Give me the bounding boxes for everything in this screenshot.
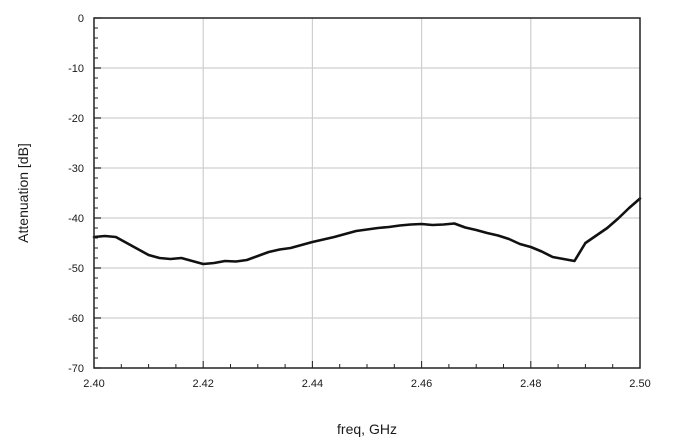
y-tick-label: -40 xyxy=(68,213,84,225)
y-tick-label: 0 xyxy=(78,13,84,25)
x-axis-label: freq, GHz xyxy=(337,421,397,437)
x-tick-label: 2.44 xyxy=(302,378,323,390)
x-tick-label: 2.48 xyxy=(520,378,541,390)
y-tick-label: -50 xyxy=(68,263,84,275)
plot-frame xyxy=(93,17,641,369)
y-axis-label: Attenuation [dB] xyxy=(15,143,31,243)
x-tick-label: 2.46 xyxy=(411,378,432,390)
attenuation-series-line xyxy=(92,197,642,266)
grid-lines xyxy=(94,18,640,368)
x-tick-label: 2.50 xyxy=(629,378,650,390)
y-tick-label: -70 xyxy=(68,363,84,375)
y-tick-labels: 0 -10 -20 -30 -40 -50 -60 -70 xyxy=(68,13,84,375)
y-tick-label: -60 xyxy=(68,313,84,325)
x-tick-labels: 2.40 2.42 2.44 2.46 2.48 2.50 xyxy=(83,378,650,390)
series-layer xyxy=(92,197,642,266)
x-tick-label: 2.40 xyxy=(83,378,104,390)
plot-background xyxy=(94,18,640,368)
y-tick-label: -10 xyxy=(68,63,84,75)
x-tick-label: 2.42 xyxy=(192,378,213,390)
y-tick-label: -30 xyxy=(68,163,84,175)
y-tick-label: -20 xyxy=(68,113,84,125)
